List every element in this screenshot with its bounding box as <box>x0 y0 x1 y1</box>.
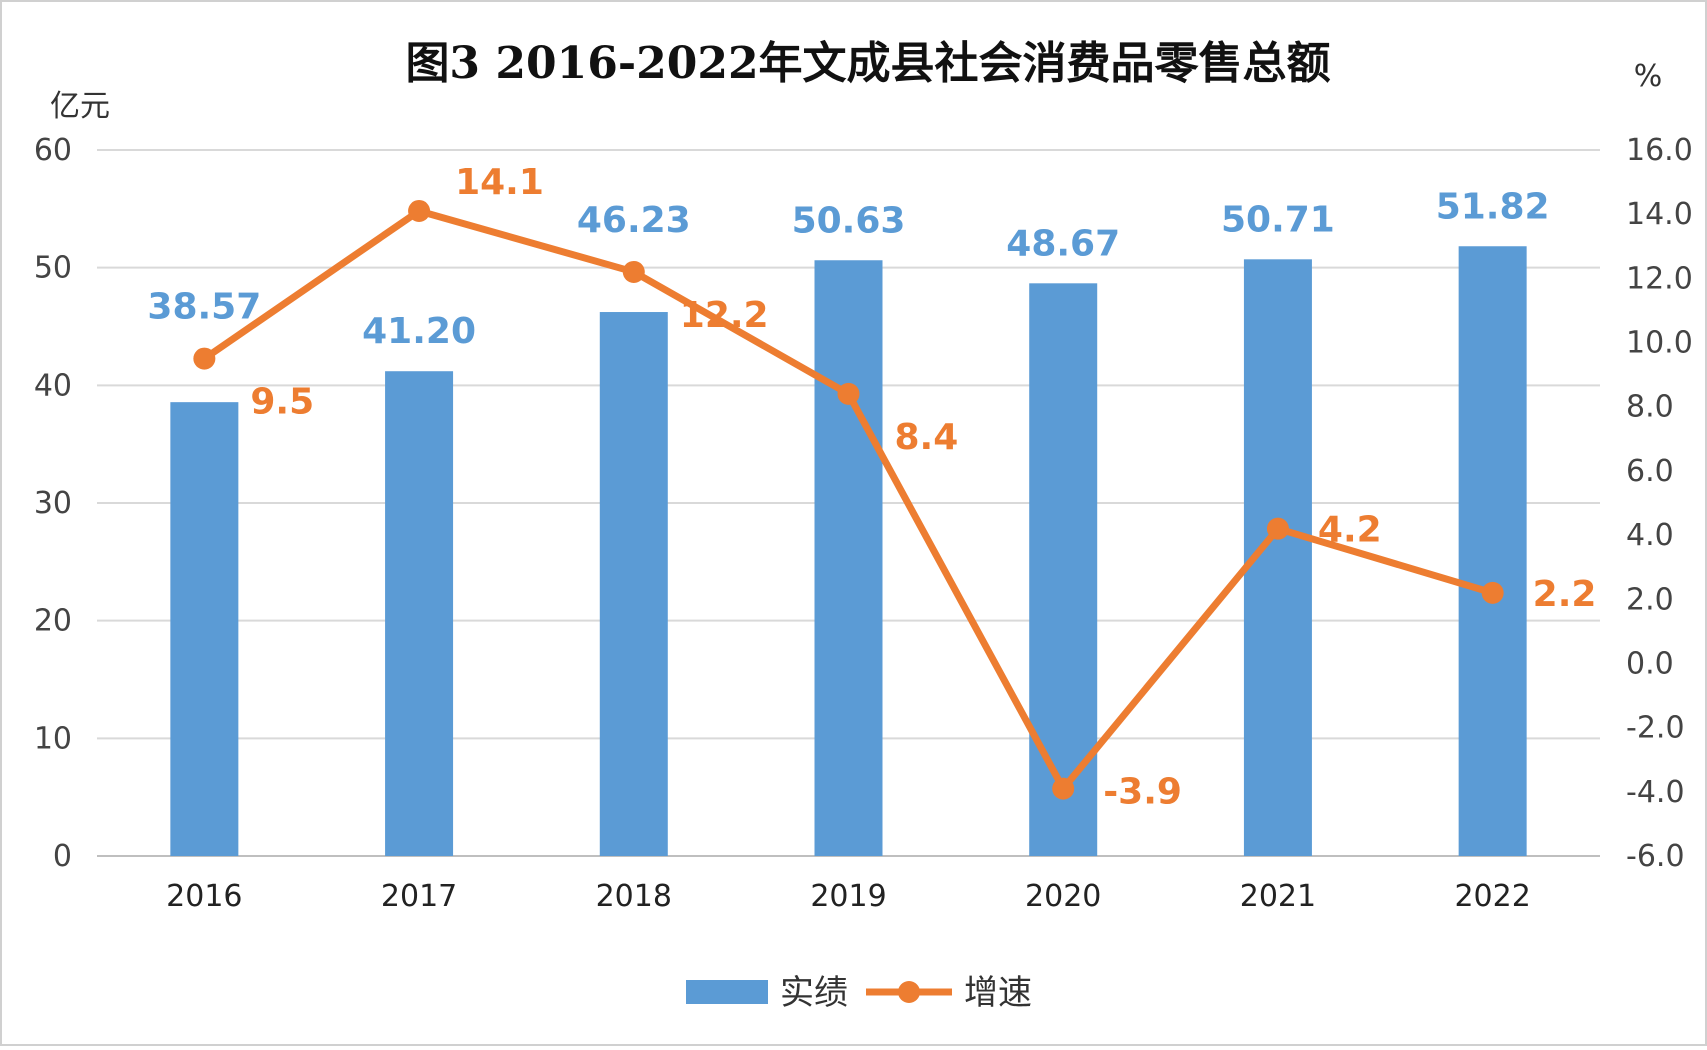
bar <box>599 312 668 857</box>
x-tick-label: 2020 <box>1025 879 1101 914</box>
bar-series <box>170 246 1527 857</box>
axes: 0 10 20 30 40 50 60 -6.0 -4.0 -2.0 0.0 2.0 4.0 6.0 8.0… <box>34 133 1693 914</box>
bar <box>1458 246 1527 856</box>
line-point <box>1481 581 1504 604</box>
line-data-label: -3.9 <box>1103 772 1182 813</box>
legend-label-bar: 实绩 <box>780 973 848 1013</box>
bar-data-label: 41.20 <box>362 311 476 352</box>
right-tick-label: 6.0 <box>1626 454 1674 489</box>
right-tick-label: 14.0 <box>1626 197 1693 232</box>
bar <box>814 260 883 856</box>
legend: 实绩 增速 <box>686 973 1032 1013</box>
line-data-label: 12.2 <box>680 295 769 336</box>
legend-marker-line <box>898 981 920 1003</box>
x-tick-label: 2017 <box>381 879 457 914</box>
left-tick-label: 0 <box>53 839 72 874</box>
right-tick-label: 2.0 <box>1626 582 1674 617</box>
right-tick-label: 8.0 <box>1626 390 1674 425</box>
legend-label-line: 增速 <box>964 973 1032 1013</box>
bar-data-label: 38.57 <box>147 287 261 328</box>
bar <box>385 371 454 856</box>
bar-data-label: 51.82 <box>1436 186 1550 227</box>
x-tick-label: 2016 <box>166 879 242 914</box>
left-axis-unit: 亿元 <box>50 89 110 124</box>
chart-title: 图3 2016-2022年文成县社会消费品零售总额 <box>405 38 1330 89</box>
right-tick-label: -2.0 <box>1626 711 1685 746</box>
x-tick-label: 2019 <box>810 879 886 914</box>
left-tick-label: 40 <box>34 368 72 403</box>
left-tick-label: 10 <box>34 721 72 756</box>
bar <box>170 402 239 856</box>
legend-swatch-bar <box>686 980 768 1004</box>
line-series <box>193 199 1504 800</box>
left-tick-label: 30 <box>34 486 72 521</box>
right-tick-label: 4.0 <box>1626 518 1674 553</box>
line-data-label: 14.1 <box>455 162 544 203</box>
x-tick-label: 2022 <box>1454 879 1530 914</box>
line-data-label: 9.5 <box>250 382 314 423</box>
line-data-label: 4.2 <box>1318 510 1382 551</box>
line-point <box>193 347 216 370</box>
bar-data-label: 50.63 <box>792 200 906 241</box>
line-point <box>408 199 431 222</box>
line-data-label: 2.2 <box>1533 574 1597 615</box>
left-tick-label: 50 <box>34 251 72 286</box>
line-point <box>1052 777 1075 800</box>
bar-data-label: 50.71 <box>1221 199 1335 240</box>
right-tick-label: 10.0 <box>1626 326 1693 361</box>
line-point <box>622 260 645 283</box>
left-tick-label: 20 <box>34 604 72 639</box>
right-tick-label: -4.0 <box>1626 775 1685 810</box>
x-tick-label: 2018 <box>596 879 672 914</box>
line-point <box>837 382 860 405</box>
right-tick-label: -6.0 <box>1626 839 1685 874</box>
line-point <box>1266 517 1289 540</box>
right-tick-label: 12.0 <box>1626 261 1693 296</box>
right-axis-unit: % <box>1634 59 1663 94</box>
right-tick-label: 0.0 <box>1626 646 1674 681</box>
bar <box>1029 283 1098 856</box>
left-tick-label: 60 <box>34 133 72 168</box>
line-data-label: 8.4 <box>895 417 959 458</box>
bar-data-label: 48.67 <box>1006 223 1120 264</box>
bar-data-label: 46.23 <box>577 200 691 241</box>
data-labels: 38.57 41.20 46.23 50.63 48.67 50.71 51.82 9.5 14… <box>147 162 1596 813</box>
right-tick-label: 16.0 <box>1626 133 1693 168</box>
x-tick-label: 2021 <box>1240 879 1316 914</box>
